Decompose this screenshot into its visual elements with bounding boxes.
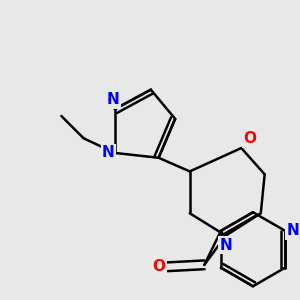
Text: O: O: [152, 259, 165, 274]
Text: O: O: [243, 131, 256, 146]
Text: N: N: [219, 238, 232, 253]
Text: N: N: [287, 223, 300, 238]
Text: N: N: [102, 146, 115, 160]
Text: N: N: [106, 92, 119, 107]
